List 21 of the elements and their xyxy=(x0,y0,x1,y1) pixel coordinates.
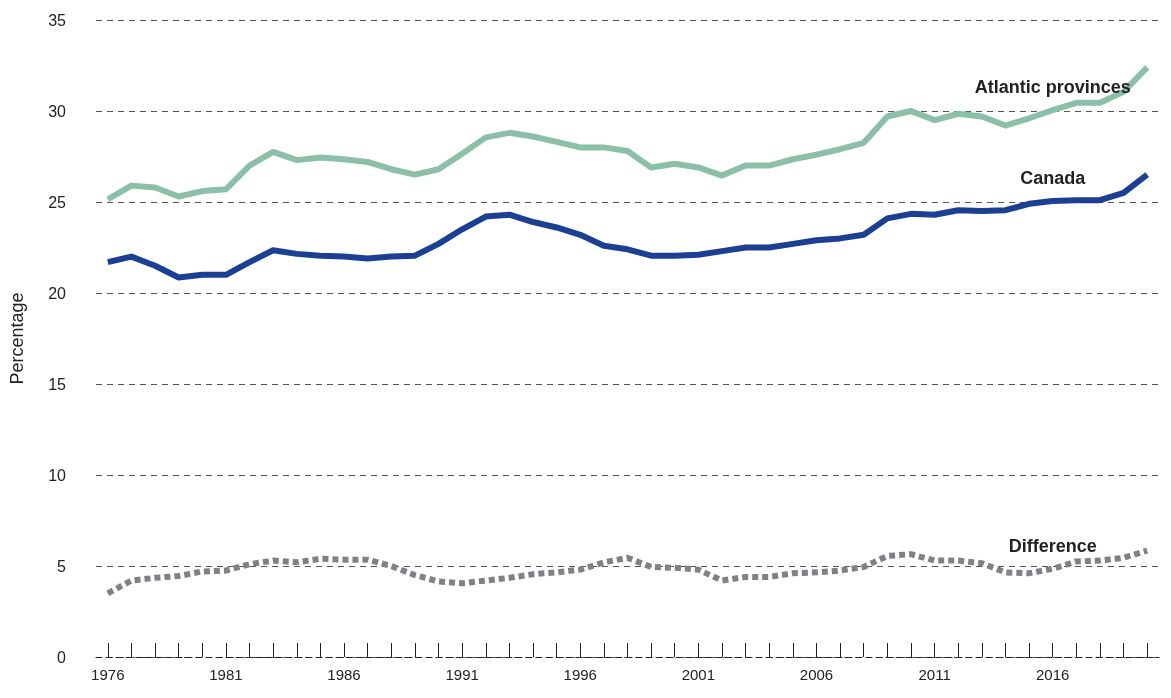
x-tick-label: 1996 xyxy=(563,666,597,683)
x-tick-label: 1976 xyxy=(91,666,125,683)
y-tick-label: 5 xyxy=(57,557,67,575)
y-tick-label: 30 xyxy=(48,102,67,120)
y-tick-label: 35 xyxy=(48,11,67,29)
y-tick-label: 25 xyxy=(48,193,67,211)
series-label: Atlantic provinces xyxy=(974,77,1131,98)
x-tick-label: 1991 xyxy=(445,666,479,683)
series-label: Difference xyxy=(1008,535,1097,556)
x-tick-label: 1981 xyxy=(209,666,243,683)
y-tick-label: 0 xyxy=(57,648,67,666)
y-tick-label: 20 xyxy=(48,284,67,302)
x-tick-label: 2001 xyxy=(681,666,716,683)
x-tick-label: 2006 xyxy=(799,666,834,683)
series-label: Canada xyxy=(1020,168,1087,189)
x-tick-label: 2016 xyxy=(1036,666,1070,683)
y-tick-label: 15 xyxy=(48,375,67,393)
x-tick-label: 2011 xyxy=(918,666,951,683)
x-tick-label: 1986 xyxy=(327,666,361,683)
y-axis-title: Percentage xyxy=(7,292,27,385)
y-tick-label: 10 xyxy=(48,466,67,484)
